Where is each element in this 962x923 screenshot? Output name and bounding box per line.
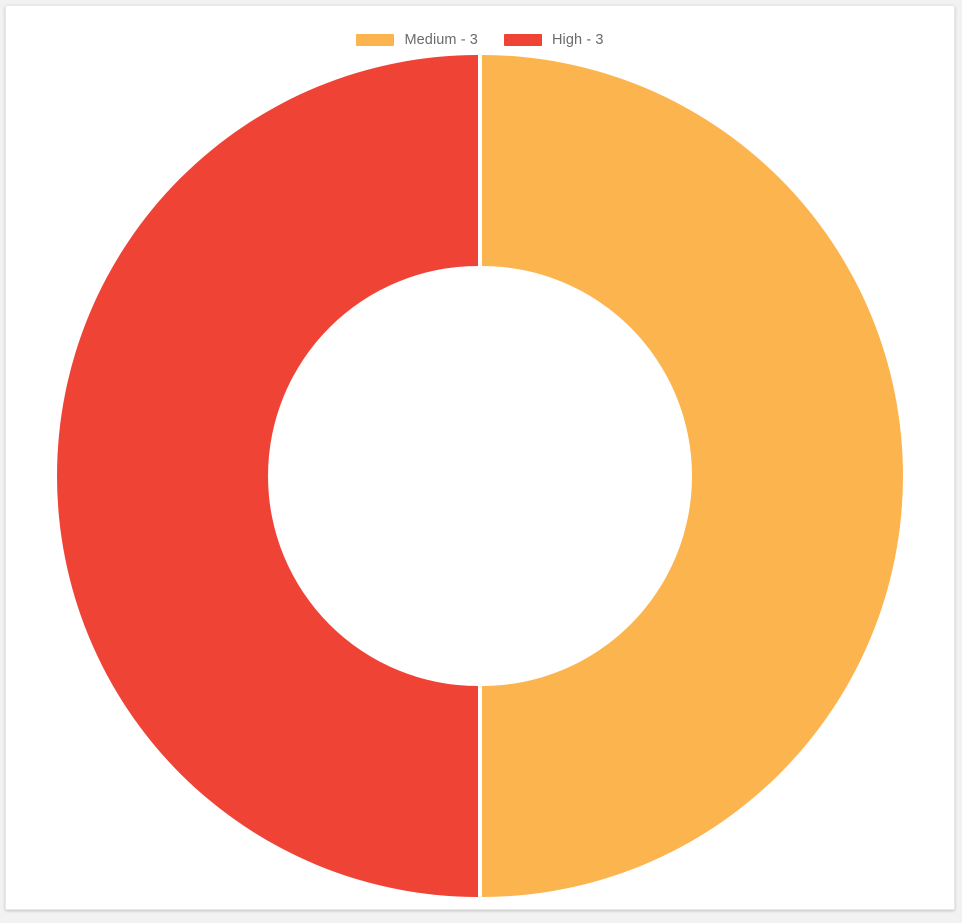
legend-item-medium[interactable]: Medium - 3 — [356, 33, 478, 48]
donut-slice-medium[interactable] — [482, 55, 903, 897]
chart-plot-area — [6, 6, 954, 909]
donut-chart-svg — [57, 55, 903, 897]
legend-swatch-medium-icon — [356, 34, 395, 46]
legend-label-medium: Medium - 3 — [404, 31, 478, 48]
legend-item-high[interactable]: High - 3 — [503, 31, 604, 48]
legend-label-high: High - 3 — [551, 31, 604, 48]
chart-card: Medium - 3 High - 3 — [5, 5, 955, 910]
chart-legend: Medium - 3 High - 3 — [6, 30, 954, 50]
legend-swatch-high-icon — [503, 34, 542, 46]
donut-slice-high[interactable] — [57, 55, 478, 897]
